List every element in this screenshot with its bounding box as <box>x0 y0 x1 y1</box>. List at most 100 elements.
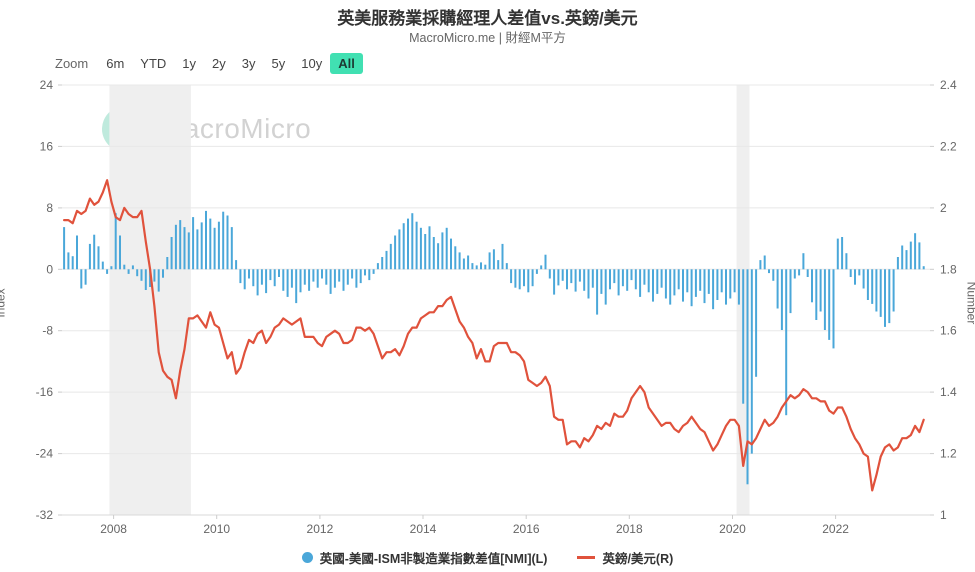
pmi-diff-bar[interactable] <box>591 269 594 288</box>
pmi-diff-bar[interactable] <box>823 269 826 330</box>
pmi-diff-bar[interactable] <box>140 269 143 281</box>
pmi-diff-bar[interactable] <box>639 269 642 297</box>
pmi-diff-bar[interactable] <box>540 265 543 270</box>
pmi-diff-bar[interactable] <box>613 269 616 284</box>
pmi-diff-bar[interactable] <box>424 234 427 270</box>
pmi-diff-bar[interactable] <box>153 269 156 282</box>
pmi-diff-bar[interactable] <box>321 269 323 279</box>
pmi-diff-bar[interactable] <box>578 269 581 282</box>
pmi-diff-bar[interactable] <box>265 269 268 294</box>
pmi-diff-bar[interactable] <box>230 227 233 270</box>
pmi-diff-bar[interactable] <box>260 269 263 285</box>
pmi-diff-bar[interactable] <box>325 269 328 285</box>
pmi-diff-bar[interactable] <box>772 269 775 281</box>
pmi-diff-bar[interactable] <box>505 263 508 270</box>
range-button-3y[interactable]: 3y <box>234 53 264 74</box>
pmi-diff-bar[interactable] <box>187 232 190 270</box>
pmi-diff-bar[interactable] <box>106 269 109 274</box>
pmi-diff-bar[interactable] <box>179 220 182 270</box>
pmi-diff-bar[interactable] <box>720 269 723 293</box>
pmi-diff-bar[interactable] <box>217 221 220 270</box>
pmi-diff-bar[interactable] <box>793 269 796 279</box>
pmi-diff-bar[interactable] <box>742 269 745 404</box>
pmi-diff-bar[interactable] <box>333 269 336 288</box>
pmi-diff-bar[interactable] <box>527 269 530 293</box>
pmi-diff-bar[interactable] <box>484 264 487 270</box>
pmi-diff-bar[interactable] <box>432 237 435 270</box>
pmi-diff-bar[interactable] <box>355 269 358 288</box>
pmi-diff-bar[interactable] <box>462 258 465 270</box>
pmi-diff-bar[interactable] <box>694 269 697 297</box>
pmi-diff-bar[interactable] <box>492 249 495 270</box>
pmi-diff-bar[interactable] <box>905 250 908 270</box>
pmi-diff-bar[interactable] <box>854 269 856 285</box>
pmi-diff-bar[interactable] <box>707 269 710 294</box>
range-button-all[interactable]: All <box>330 53 363 74</box>
pmi-diff-bar[interactable] <box>682 269 684 302</box>
pmi-diff-bar[interactable] <box>471 263 474 270</box>
pmi-diff-bar[interactable] <box>235 260 238 270</box>
pmi-diff-bar[interactable] <box>385 250 388 270</box>
pmi-diff-bar[interactable] <box>63 227 66 270</box>
pmi-diff-bar[interactable] <box>222 211 225 270</box>
pmi-diff-bar[interactable] <box>170 237 173 270</box>
pmi-diff-bar[interactable] <box>892 269 895 312</box>
pmi-diff-bar[interactable] <box>733 269 736 293</box>
range-button-6m[interactable]: 6m <box>98 53 132 74</box>
pmi-diff-bar[interactable] <box>127 269 130 274</box>
pmi-diff-bar[interactable] <box>192 217 195 270</box>
pmi-diff-bar[interactable] <box>888 269 891 324</box>
pmi-diff-bar[interactable] <box>609 269 611 290</box>
pmi-diff-bar[interactable] <box>303 269 306 285</box>
pmi-diff-bar[interactable] <box>776 269 779 309</box>
pmi-diff-bar[interactable] <box>729 269 732 299</box>
pmi-diff-bar[interactable] <box>501 243 504 270</box>
pmi-diff-bar[interactable] <box>703 269 706 304</box>
pmi-diff-bar[interactable] <box>759 260 762 270</box>
pmi-diff-bar[interactable] <box>290 269 293 288</box>
pmi-diff-bar[interactable] <box>690 269 693 307</box>
pmi-diff-bar[interactable] <box>394 235 397 270</box>
pmi-diff-bar[interactable] <box>205 210 207 270</box>
pmi-diff-bar[interactable] <box>832 269 835 349</box>
pmi-diff-bar[interactable] <box>811 269 813 303</box>
pmi-diff-bar[interactable] <box>858 269 861 276</box>
pmi-diff-bar[interactable] <box>389 243 392 270</box>
legend-item-0[interactable]: 英國-美國-ISM非製造業指數差值[NMI](L) <box>301 548 547 567</box>
chart-plot[interactable]: 24 2.4 16 2.2 8 2 0 1.8 -8 1.6 -16 1.4 -24 1.2 -32 1 200… <box>0 0 975 545</box>
pmi-diff-bar[interactable] <box>841 237 844 270</box>
pmi-diff-bar[interactable] <box>643 269 646 285</box>
pmi-diff-bar[interactable] <box>411 213 414 270</box>
pmi-diff-bar[interactable] <box>71 256 74 270</box>
pmi-diff-bar[interactable] <box>785 269 788 416</box>
pmi-diff-bar[interactable] <box>316 269 319 288</box>
pmi-diff-bar[interactable] <box>278 269 280 277</box>
pmi-diff-bar[interactable] <box>566 269 568 290</box>
range-button-2y[interactable]: 2y <box>204 53 234 74</box>
pmi-diff-bar[interactable] <box>110 266 113 270</box>
pmi-diff-bar[interactable] <box>359 269 362 284</box>
pmi-diff-bar[interactable] <box>364 269 366 276</box>
pmi-diff-bar[interactable] <box>97 246 100 270</box>
pmi-diff-bar[interactable] <box>866 269 869 300</box>
pmi-diff-bar[interactable] <box>475 265 478 270</box>
pmi-diff-bar[interactable] <box>634 269 637 290</box>
pmi-diff-bar[interactable] <box>763 255 766 270</box>
gbpusd-line[interactable] <box>62 179 925 492</box>
pmi-diff-bar[interactable] <box>656 269 659 294</box>
pmi-diff-bar[interactable] <box>896 257 899 270</box>
pmi-diff-bar[interactable] <box>488 252 491 270</box>
pmi-diff-bar[interactable] <box>67 252 70 270</box>
pmi-diff-bar[interactable] <box>725 269 727 305</box>
pmi-diff-bar[interactable] <box>174 224 177 270</box>
pmi-diff-bar[interactable] <box>256 269 259 296</box>
pmi-diff-bar[interactable] <box>806 269 809 277</box>
pmi-diff-bar[interactable] <box>596 269 599 315</box>
pmi-diff-bar[interactable] <box>699 269 702 291</box>
pmi-diff-bar[interactable] <box>407 218 409 270</box>
pmi-diff-bar[interactable] <box>686 269 689 293</box>
pmi-diff-bar[interactable] <box>716 269 719 300</box>
pmi-diff-bar[interactable] <box>144 269 147 290</box>
pmi-diff-bar[interactable] <box>381 257 384 270</box>
pmi-diff-bar[interactable] <box>269 269 272 281</box>
